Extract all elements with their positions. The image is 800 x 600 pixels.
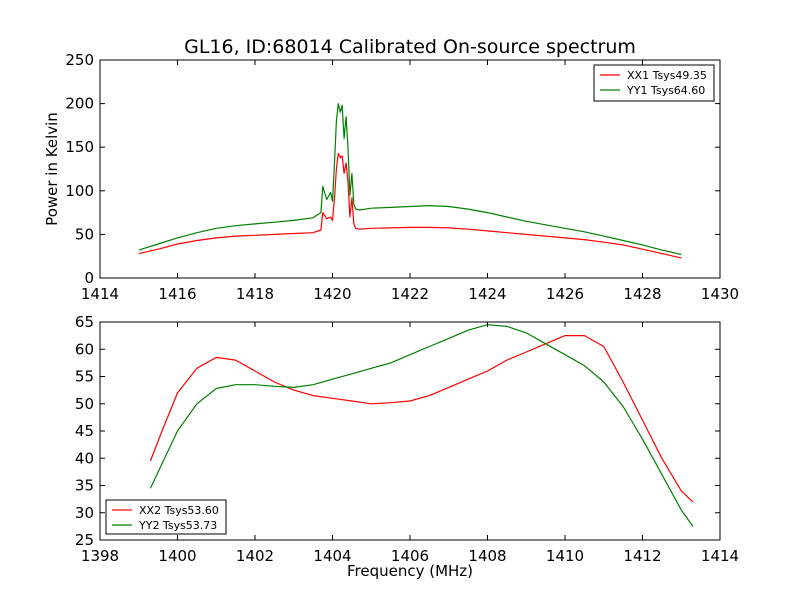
bottom-y-tick-label: 50: [75, 395, 94, 413]
top-legend-label: XX1 Tsys49.35: [627, 69, 707, 82]
bottom-y-tick-label: 65: [75, 313, 94, 331]
top-y-tick-label: 150: [65, 138, 94, 156]
top-x-tick-label: 1424: [468, 285, 506, 303]
bottom-x-tick-label: 1400: [158, 547, 196, 565]
top-legend-label: YY1 Tsys64.60: [626, 84, 705, 97]
figure-title: GL16, ID:68014 Calibrated On-source spec…: [184, 36, 636, 58]
top-series-line-1: [138, 102, 682, 256]
bottom-series-line-0: [149, 335, 694, 503]
top-x-tick-label: 1428: [623, 285, 661, 303]
top-legend-box: [593, 64, 715, 102]
top-legend: XX1 Tsys49.35 YY1 Tsys64.60: [593, 64, 715, 102]
bottom-y-tick-label: 60: [75, 340, 94, 358]
bottom-y-tick-label: 40: [75, 449, 94, 467]
bottom-x-tick-label: 1414: [701, 547, 739, 565]
bottom-y-tick-label: 55: [75, 368, 94, 386]
bottom-x-axis-label: Frequency (MHz): [347, 562, 473, 580]
bottom-y-tick-label: 30: [75, 504, 94, 522]
bottom-x-tick-label: 1398: [81, 547, 119, 565]
top-plot-area: [138, 102, 682, 259]
bottom-axes: 1398 1400 1402 1404 1406 1408 1410 1412 1414 25 30…: [75, 313, 739, 580]
top-x-tick-label: 1420: [313, 285, 351, 303]
top-x-tick-label: 1418: [236, 285, 274, 303]
top-y-axis-label: Power in Kelvin: [43, 112, 61, 226]
bottom-legend-label: YY2 Tsys53.73: [138, 519, 217, 532]
top-y-tick-label: 250: [65, 51, 94, 69]
top-x-tick-label: 1414: [81, 285, 119, 303]
bottom-x-tick-label: 1410: [546, 547, 584, 565]
bottom-x-tick-label: 1402: [236, 547, 274, 565]
top-series-line-0: [138, 152, 682, 259]
top-y-tick-label: 100: [65, 182, 94, 200]
bottom-x-tick-label: 1404: [313, 547, 351, 565]
top-x-tick-label: 1426: [546, 285, 584, 303]
bottom-x-tick-label: 1406: [391, 547, 429, 565]
bottom-x-tick-label: 1412: [623, 547, 661, 565]
top-axes: 1414 1416 1418 1420 1422 1424 1426 1428 1430 0 50 1…: [43, 51, 739, 303]
bottom-y-tick-label: 45: [75, 422, 94, 440]
bottom-legend-label: XX2 Tsys53.60: [139, 504, 219, 517]
bottom-y-tick-label: 25: [75, 531, 94, 549]
bottom-legend-box: [105, 499, 227, 535]
bottom-plot-area: [149, 324, 694, 527]
top-x-tick-label: 1416: [158, 285, 196, 303]
bottom-ticks: 1398 1400 1402 1404 1406 1408 1410 1412 1414 25 30…: [75, 313, 739, 565]
top-ticks: 1414 1416 1418 1420 1422 1424 1426 1428 1430 0 50 1…: [65, 51, 739, 303]
bottom-series-line-1: [149, 324, 694, 527]
top-y-tick-label: 0: [84, 269, 94, 287]
top-y-tick-label: 50: [75, 225, 94, 243]
top-y-tick-label: 200: [65, 95, 94, 113]
top-x-tick-label: 1430: [701, 285, 739, 303]
top-x-tick-label: 1422: [391, 285, 429, 303]
bottom-y-tick-label: 35: [75, 477, 94, 495]
bottom-x-tick-label: 1408: [468, 547, 506, 565]
bottom-legend: XX2 Tsys53.60 YY2 Tsys53.73: [105, 499, 227, 535]
